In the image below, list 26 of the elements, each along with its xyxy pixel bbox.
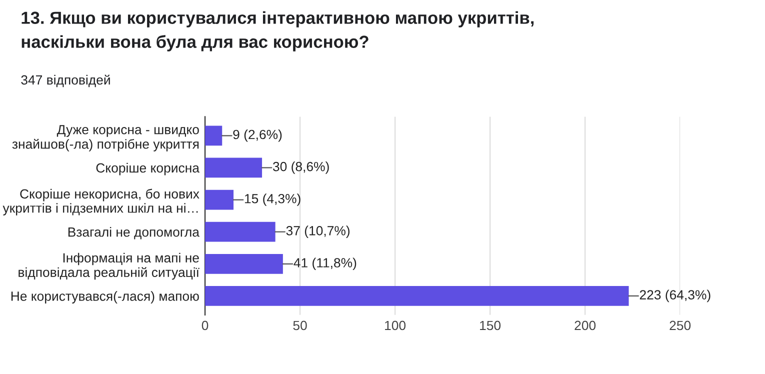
text: 347 відповідей — [21, 74, 110, 88]
y-tick-label: Не користувався(-лася) мапою — [11, 291, 199, 304]
data-label: 37 (10,7%) — [286, 226, 350, 238]
data-label: 9 (2,6%) — [233, 129, 282, 142]
y-tick-label: Скоріше некорисна, бо нових укриттів і підземних шкіл на ні… — [2, 188, 200, 216]
y-tick-label: Інформація на мапі не відповідала реальній ситуації — [18, 252, 200, 280]
chart-title: 13. Якщо ви користувалися інтерактивною мапою укриттів, наскільки вона була для вас корисною? — [22, 11, 534, 52]
bar — [205, 126, 222, 146]
x-tick-label: 250 — [670, 320, 691, 330]
bar — [205, 190, 234, 210]
y-tick-label: Скоріше корисна — [96, 162, 200, 176]
x-tick-label: 100 — [385, 320, 406, 330]
bar — [205, 254, 283, 274]
x-tick-label: 150 — [480, 320, 501, 330]
bar — [205, 222, 276, 242]
bar — [205, 158, 262, 178]
x-tick-label: 50 — [293, 320, 307, 330]
y-tick-label: Взагалі не допомогла — [68, 227, 200, 240]
y-tick-label: Дуже корисна - швидко знайшов(-ла) потрібне укриття — [12, 125, 199, 152]
data-label: 30 (8,6%) — [272, 162, 329, 174]
bar — [205, 286, 629, 306]
x-tick-label: 0 — [202, 320, 208, 330]
data-label: 15 (4,3%) — [244, 194, 300, 206]
x-tick-label: 200 — [574, 320, 596, 330]
data-label: 41 (11,8%) — [294, 258, 356, 270]
data-label: 223 (64,3%) — [640, 290, 710, 302]
